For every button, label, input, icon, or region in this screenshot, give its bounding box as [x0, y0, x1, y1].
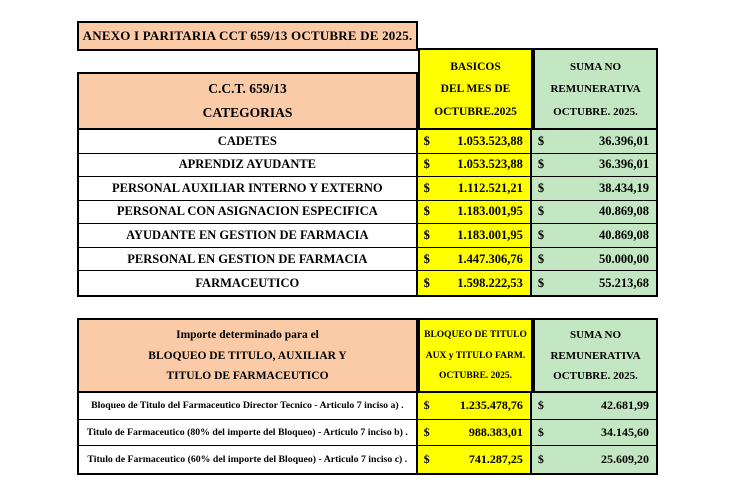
basico-amount: 1.183.001,95 [457, 228, 523, 243]
importe-amount: 988.383,01 [468, 424, 523, 439]
bloqueo-header-line2: AUX y TITULO FARM. [425, 350, 526, 361]
table1-basicos-header: BASICOS DEL MES DE OCTUBRE.2025 [418, 48, 533, 130]
currency-symbol: $ [537, 275, 545, 290]
table2-bloqueo-header: BLOQUEO DE TITULO AUX y TITULO FARM. OCT… [418, 318, 533, 393]
category-header-line1: C.C.T. 659/13 [208, 81, 287, 97]
category-cell: PERSONAL EN GESTION DE FARMACIA [79, 247, 418, 272]
basico-cell: $1.447.306,76 [417, 247, 532, 272]
bloqueo-header-line1: BLOQUEO DE TITULO [424, 330, 527, 341]
basico-cell: $1.053.523,88 [417, 130, 532, 154]
currency-symbol: $ [423, 133, 430, 148]
suma-cell: $38.434,19 [531, 177, 656, 201]
concept-cell: Titulo de Farmaceutico (80% del importe … [79, 419, 418, 447]
basico-amount: 1.598.222,53 [457, 275, 523, 290]
suma-amount: 55.213,68 [598, 275, 649, 290]
suma-cell: $40.869,08 [531, 200, 656, 225]
importe-cell: $1.235.478,76 [417, 393, 532, 420]
category-cell: APRENDIZ AYUDANTE [79, 153, 418, 178]
suma-amount: 50.000,00 [598, 251, 649, 266]
currency-symbol: $ [423, 180, 430, 195]
currency-symbol: $ [423, 452, 430, 467]
basico-amount: 1.447.306,76 [457, 251, 523, 266]
category-cell: FARMACEUTICO [79, 271, 418, 295]
suma-cell: $25.609,20 [531, 446, 656, 473]
importe-cell: $988.383,01 [417, 419, 532, 447]
suma-amount: 42.681,99 [600, 398, 649, 413]
page-title: ANEXO I PARITARIA CCT 659/13 OCTUBRE DE … [77, 21, 418, 51]
importe-header-line1: Importe determinado para el [176, 328, 319, 341]
suma-cell: $36.396,01 [531, 153, 656, 178]
category-cell: PERSONAL AUXILIAR INTERNO Y EXTERNO [79, 177, 418, 201]
suma-cell: $40.869,08 [531, 224, 656, 248]
suma1-header-line1: SUMA NO [569, 60, 622, 73]
suma1-header-line3: OCTUBRE. 2025. [553, 105, 638, 118]
currency-symbol: $ [537, 424, 544, 439]
currency-symbol: $ [423, 251, 430, 266]
basico-amount: 1.053.523,88 [457, 157, 523, 172]
suma-amount: 25.609,20 [600, 452, 649, 467]
currency-symbol: $ [423, 398, 430, 413]
bloqueo-header-line3: OCTUBRE. 2025. [438, 370, 513, 381]
basico-cell: $1.598.222,53 [417, 271, 532, 295]
table1-suma-header: SUMA NO REMUNERATIVA OCTUBRE. 2025. [533, 48, 658, 130]
basico-cell: $1.183.001,95 [417, 200, 532, 225]
suma-amount: 38.434,19 [598, 180, 649, 195]
category-cell: AYUDANTE EN GESTION DE FARMACIA [79, 224, 418, 248]
currency-symbol: $ [537, 133, 545, 148]
table1-body: CADETES $1.053.523,88 $36.396,01 APRENDI… [77, 128, 658, 297]
suma-amount: 40.869,08 [598, 204, 649, 219]
basico-cell: $1.183.001,95 [417, 224, 532, 248]
table2-importe-header: Importe determinado para el BLOQUEO DE T… [77, 318, 418, 393]
basicos-header-line1: BASICOS [450, 60, 501, 73]
suma-amount: 36.396,01 [598, 157, 649, 172]
currency-symbol: $ [537, 398, 544, 413]
suma-cell: $36.396,01 [531, 130, 656, 154]
suma1-header-line2: REMUNERATIVA [550, 83, 641, 95]
suma-cell: $55.213,68 [531, 271, 656, 295]
suma2-header-line2: REMUNERATIVA [550, 349, 641, 362]
currency-symbol: $ [537, 452, 544, 467]
currency-symbol: $ [537, 180, 545, 195]
currency-symbol: $ [423, 204, 430, 219]
category-header-line2: CATEGORIAS [202, 104, 293, 120]
importe-cell: $741.287,25 [417, 446, 532, 473]
suma-amount: 40.869,08 [598, 228, 649, 243]
importe-amount: 741.287,25 [468, 452, 523, 467]
importe-amount: 1.235.478,76 [459, 398, 523, 413]
currency-symbol: $ [423, 228, 430, 243]
category-cell: CADETES [79, 130, 418, 154]
importe-header-line2: BLOQUEO DE TITULO, AUXILIAR Y [148, 349, 347, 362]
basico-cell: $1.112.521,21 [417, 177, 532, 201]
suma-amount: 36.396,01 [598, 133, 649, 148]
suma-amount: 34.145,60 [600, 424, 649, 439]
suma-cell: $34.145,60 [531, 419, 656, 447]
currency-symbol: $ [537, 228, 545, 243]
concept-cell: Titulo de Farmaceutico (60% del importe … [79, 446, 418, 473]
basicos-header-line3: OCTUBRE.2025 [434, 105, 517, 118]
suma2-header-line1: SUMA NO [569, 328, 622, 341]
currency-symbol: $ [423, 275, 430, 290]
table1-category-header: C.C.T. 659/13 CATEGORIAS [77, 72, 418, 130]
basico-amount: 1.183.001,95 [457, 204, 523, 219]
currency-symbol: $ [537, 204, 545, 219]
currency-symbol: $ [423, 157, 430, 172]
suma2-header-line3: OCTUBRE. 2025. [553, 370, 638, 383]
concept-cell: Bloqueo de Titulo del Farmaceutico Direc… [79, 393, 418, 420]
basicos-header-line2: DEL MES DE [440, 83, 511, 95]
importe-header-line3: TITULO DE FARMACEUTICO [166, 370, 329, 383]
table2-body: Bloqueo de Titulo del Farmaceutico Direc… [77, 391, 658, 475]
currency-symbol: $ [423, 424, 430, 439]
basico-amount: 1.053.523,88 [457, 133, 523, 148]
currency-symbol: $ [537, 157, 545, 172]
currency-symbol: $ [537, 251, 545, 266]
suma-cell: $42.681,99 [531, 393, 656, 420]
table2-suma-header: SUMA NO REMUNERATIVA OCTUBRE. 2025. [533, 318, 658, 393]
suma-cell: $50.000,00 [531, 247, 656, 272]
category-cell: PERSONAL CON ASIGNACION ESPECIFICA [79, 200, 418, 225]
basico-cell: $1.053.523,88 [417, 153, 532, 178]
basico-amount: 1.112.521,21 [457, 180, 523, 195]
